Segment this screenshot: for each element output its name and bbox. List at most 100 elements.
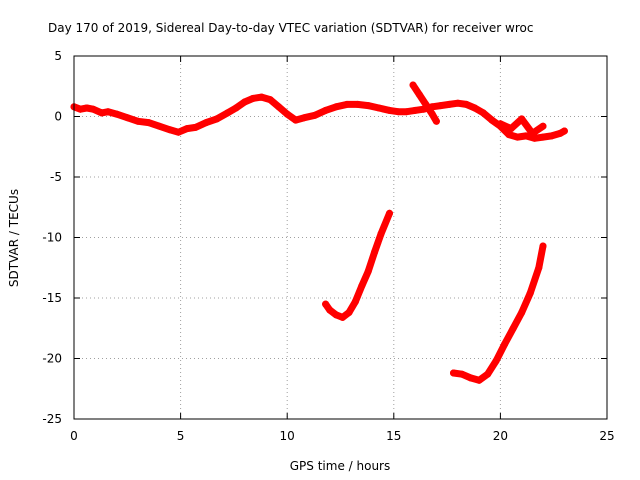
y-tick-label: -10	[42, 231, 62, 245]
data-point	[98, 109, 106, 117]
y-axis-label: SDTVAR / TECUs	[7, 189, 21, 287]
data-point	[345, 309, 353, 316]
x-tick-label: 25	[599, 429, 614, 443]
data-point	[332, 311, 340, 319]
data-point	[488, 116, 496, 124]
y-tick-label: 5	[54, 49, 62, 63]
data-point	[113, 110, 121, 118]
data-point	[283, 110, 291, 118]
data-point	[364, 102, 372, 110]
data-point	[522, 132, 530, 140]
data-point	[403, 108, 411, 116]
x-tick-label: 0	[70, 429, 78, 443]
data-point	[202, 119, 210, 127]
data-point	[450, 369, 457, 377]
data-point	[526, 289, 534, 297]
data-point	[507, 125, 515, 133]
y-tick-label: -15	[42, 291, 62, 305]
data-point	[83, 104, 91, 112]
data-point	[479, 109, 487, 117]
x-tick-label: 10	[280, 429, 295, 443]
data-point	[351, 298, 359, 306]
ticks	[73, 55, 608, 420]
data-point	[213, 115, 221, 123]
data-point	[358, 282, 366, 290]
data-point	[496, 120, 504, 128]
data-point	[249, 94, 257, 102]
data-point	[292, 116, 300, 124]
data-point	[364, 267, 372, 275]
data-point	[437, 102, 445, 110]
data-point	[386, 106, 393, 114]
data-point	[535, 264, 543, 272]
data-point	[484, 370, 492, 378]
data-point	[175, 128, 182, 136]
data-point	[258, 93, 266, 101]
data-point	[322, 300, 330, 308]
data-point	[458, 370, 466, 378]
data-point	[475, 376, 483, 384]
x-tick-label: 20	[493, 429, 508, 443]
data-point	[155, 122, 163, 130]
data-point	[548, 132, 556, 140]
data-point	[232, 104, 240, 112]
x-tick-label: 15	[386, 429, 401, 443]
series-layer	[70, 81, 568, 384]
data-point	[467, 374, 475, 382]
data-point	[428, 110, 436, 118]
data-point	[415, 91, 423, 99]
chart-title: Day 170 of 2019, Sidereal Day-to-day VTE…	[48, 21, 533, 35]
data-point	[104, 108, 112, 116]
data-point	[183, 125, 191, 133]
grid	[74, 56, 607, 419]
plot-frame	[73, 55, 608, 420]
data-point	[377, 230, 385, 238]
data-point	[509, 324, 517, 332]
data-point	[76, 105, 84, 113]
data-point	[145, 119, 153, 127]
y-tick-label: -5	[50, 170, 62, 184]
data-point	[518, 115, 526, 123]
data-point	[409, 81, 417, 89]
data-point	[445, 100, 453, 108]
data-point	[471, 104, 479, 112]
data-point	[394, 108, 402, 116]
data-point	[501, 340, 509, 348]
data-point	[134, 117, 142, 125]
data-point	[166, 126, 174, 134]
data-point	[386, 209, 393, 217]
data-point	[375, 104, 383, 112]
data-point	[275, 103, 283, 111]
y-tick-label: 0	[54, 110, 62, 124]
data-point	[339, 313, 347, 321]
data-point	[192, 123, 199, 131]
x-tick-label: 5	[177, 429, 185, 443]
data-point	[326, 306, 334, 314]
x-axis-label: GPS time / hours	[290, 459, 391, 473]
data-point	[539, 122, 547, 130]
data-point	[454, 99, 462, 107]
data-point	[89, 105, 97, 113]
data-point	[539, 133, 547, 141]
data-point	[462, 100, 470, 108]
data-point	[266, 96, 274, 104]
data-point	[311, 111, 319, 119]
data-point	[371, 248, 379, 256]
data-point	[492, 357, 500, 365]
data-point	[539, 242, 547, 250]
data-point	[300, 114, 308, 122]
data-point	[422, 100, 430, 108]
data-point	[528, 129, 536, 137]
data-point	[224, 109, 231, 117]
tick-labels: 0 5 10 15 20 25 5 0 -5 -10 -15 -20 -25	[42, 49, 614, 443]
data-point	[343, 100, 351, 108]
data-point	[518, 309, 526, 316]
data-point	[411, 106, 419, 114]
data-point	[560, 127, 568, 135]
data-point	[505, 131, 513, 139]
data-point	[514, 133, 521, 141]
y-tick-label: -20	[42, 352, 62, 366]
data-point	[241, 98, 249, 106]
data-point	[432, 117, 440, 125]
